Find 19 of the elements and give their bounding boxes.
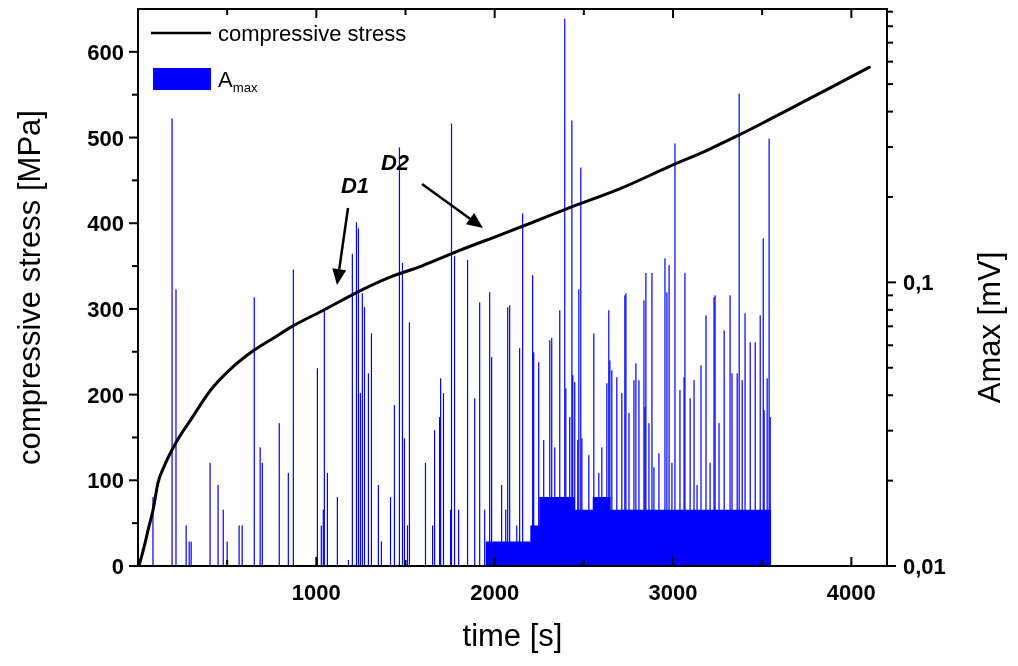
y-tick-label: 200 xyxy=(87,382,124,408)
x-tick-label: 1000 xyxy=(291,580,341,605)
x-tick-label: 4000 xyxy=(826,580,876,605)
y-tick-label: 600 xyxy=(87,39,124,65)
y2-tick-label: 0,01 xyxy=(903,554,946,579)
y2-axis-title: Amax [mV] xyxy=(972,251,1007,404)
y-tick-label: 100 xyxy=(87,468,124,494)
x-tick-label: 3000 xyxy=(648,580,698,605)
y-tick-label: 0 xyxy=(111,554,124,579)
y2-tick-label: 0,1 xyxy=(903,270,934,296)
x-axis-title: time [s] xyxy=(462,618,563,653)
y-tick-label: 300 xyxy=(87,296,124,322)
legend-label: compressive stress xyxy=(218,21,407,46)
y-axis-title: compressive stress [MPa] xyxy=(12,110,47,465)
y-tick-label: 400 xyxy=(87,211,124,237)
annotation: D1 xyxy=(340,173,370,198)
legend-label: A$_{max}$ xyxy=(218,67,259,96)
y-tick-label: 500 xyxy=(87,125,124,151)
x-tick-label: 2000 xyxy=(470,580,520,605)
